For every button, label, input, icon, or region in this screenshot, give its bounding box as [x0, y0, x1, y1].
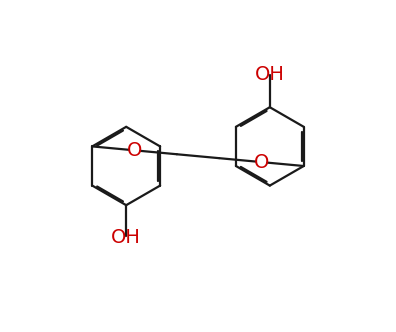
Text: O: O — [127, 141, 142, 160]
Text: OH: OH — [111, 228, 141, 247]
Text: O: O — [254, 153, 269, 172]
Text: OH: OH — [255, 65, 285, 84]
